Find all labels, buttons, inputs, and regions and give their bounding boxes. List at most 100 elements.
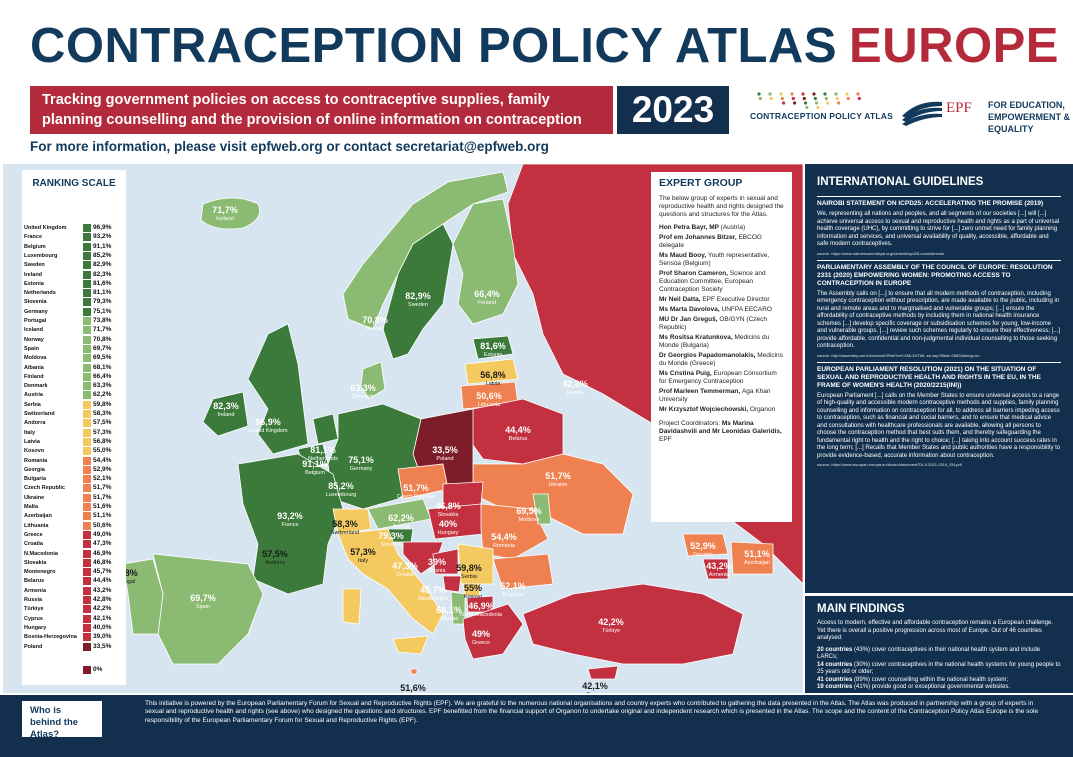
ranking-row: Belarus 44,4%: [22, 577, 126, 586]
map-label-country: Belgium: [305, 470, 325, 476]
map-label-value: 33,5%: [432, 445, 458, 455]
website-link[interactable]: epfweb.org: [250, 139, 323, 154]
ranking-swatch: [83, 484, 91, 493]
ranking-swatch: [83, 344, 91, 353]
ranking-swatch: [83, 558, 91, 567]
guideline-title: EUROPEAN PARLIAMENT RESOLUTION (2021) ON…: [817, 361, 1061, 390]
ranking-value: 33,5%: [93, 642, 112, 650]
ranking-row: Ukraine 51,7%: [22, 493, 126, 502]
map-label-azerbaijan: 51,1% Azerbaijan: [744, 550, 770, 568]
ranking-country: Türkiye: [24, 606, 44, 613]
country-kosovo: [462, 583, 482, 597]
ranking-country: Bulgaria: [24, 476, 47, 483]
map-label-value: 46,8%: [435, 501, 461, 511]
map-label-value: 63,3%: [350, 383, 376, 393]
map-label-north-macedonia: 46,9% North Macedonia: [460, 602, 502, 620]
map-label-value: 51,6%: [400, 683, 426, 693]
ranking-row: Norway 70,8%: [22, 335, 126, 344]
finding-item: 19 countries (41%) provide good or excep…: [817, 684, 1011, 690]
ranking-value: 59,8%: [93, 400, 112, 408]
map-label-luxembourg: 85,2% Luxembourg: [326, 482, 357, 500]
ranking-value: 91,1%: [93, 242, 112, 250]
ranking-value: 73,8%: [93, 317, 112, 324]
ranking-row: Czech Republic 51,7%: [22, 484, 126, 493]
ranking-swatch: [83, 605, 91, 614]
map-label-country: Bulgaria: [502, 592, 524, 598]
map-label-romania: 54,4% Romania: [491, 533, 517, 551]
email-link[interactable]: secretariat@epfweb.org: [395, 139, 549, 154]
ranking-swatch: [83, 512, 91, 521]
map-label-montenegro: 45,7% Montenegro: [418, 586, 447, 604]
country-cyprus: [587, 665, 619, 680]
ranking-row: Moldova 69,5%: [22, 354, 126, 363]
ranking-swatch: [83, 326, 91, 335]
cpa-logo-text: CONTRACEPTION POLICY ATLAS: [750, 111, 893, 121]
ranking-value: 40,0%: [93, 623, 112, 631]
expert-group-intro: The below group of experts in sexual and…: [659, 195, 784, 218]
ranking-swatch: [83, 596, 91, 604]
ranking-row: Austria 62,2%: [22, 391, 126, 400]
ranking-swatch: [83, 540, 91, 549]
map-label-country: Spain: [195, 604, 211, 610]
ranking-value: 82,3%: [93, 270, 112, 278]
ranking-row: Serbia 59,8%: [22, 400, 126, 409]
map-label-value: 62,2%: [388, 513, 414, 523]
main-findings-panel: MAIN FINDINGS Access to modern, effectiv…: [805, 594, 1073, 693]
ranking-value: 42,2%: [93, 605, 112, 613]
map-label-country: Türkiye: [601, 628, 621, 634]
map-label-kosovo: 55% Kosovo: [464, 584, 482, 602]
ranking-country: France: [24, 234, 43, 241]
map-label-t-rkiye: 42,2% Türkiye: [598, 618, 624, 636]
map-label-estonia: 81,6% Estonia: [480, 342, 506, 360]
country-finland: [452, 198, 519, 325]
ranking-row: France 93,2%: [22, 233, 126, 242]
ranking-swatch: [83, 410, 91, 418]
ranking-value: 54,4%: [93, 456, 112, 464]
map-label-belgium: 91,1% Belgium: [302, 460, 328, 478]
country-portugal: [122, 558, 164, 635]
ranking-row: Azerbaijan 51,1%: [22, 512, 126, 521]
country-uk: [247, 323, 309, 455]
finding-item: 14 countries (30%) cover contraceptives …: [817, 661, 1061, 676]
guideline-block: NAIROBI STATEMENT ON ICPD25: ACCELERATIN…: [817, 196, 1061, 256]
ranking-row: Greece 49,0%: [22, 530, 126, 539]
ranking-country: Belgium: [24, 243, 46, 250]
map-label-country: Albania: [439, 616, 459, 622]
ranking-swatch: [83, 642, 91, 651]
map-label-serbia: 59,8% Serbia: [456, 564, 482, 582]
ranking-country: Belarus: [24, 578, 45, 585]
ranking-swatch: [83, 335, 91, 344]
ranking-swatch: [83, 224, 91, 232]
country-armenia: [702, 558, 729, 580]
ranking-value: 69,7%: [93, 344, 112, 352]
country-bulgaria: [492, 553, 554, 590]
country-netherlands: [312, 413, 339, 445]
ranking-value: 42,8%: [93, 596, 112, 603]
map-label-country: Serbia: [461, 574, 477, 580]
guideline-text: The Assembly calls on [...] to ensure th…: [817, 290, 1061, 350]
ranking-value: 51,6%: [93, 503, 112, 510]
map-label-georgia: 52,9% Georgia: [690, 542, 716, 560]
ranking-country: Ireland: [24, 271, 43, 278]
ranking-value: 75,1%: [93, 307, 112, 315]
more-info-prefix: For more information, please visit: [30, 139, 247, 154]
ranking-value: 85,2%: [93, 251, 112, 259]
expert-coordinators: Project Coordinators: Ms Marina Davidash…: [659, 420, 782, 443]
map-label-country: Ireland: [217, 412, 235, 418]
ranking-country: Russia: [24, 597, 43, 603]
map-label-country: Slovakia: [437, 512, 459, 518]
map-label-value: 40%: [438, 519, 458, 529]
ranking-row: Andorra 57,5%: [22, 419, 126, 428]
map-label-sweden: 82,9% Sweden: [405, 292, 431, 310]
ranking-country: Kosovo: [24, 448, 45, 455]
ranking-value: 42,1%: [93, 614, 112, 622]
map-label-value: 91,1%: [302, 459, 328, 469]
ranking-country: Montenegro: [24, 569, 56, 576]
map-label-value: 82,9%: [405, 291, 431, 301]
ranking-country: Cyprus: [24, 615, 43, 622]
map-label-value: 66,4%: [474, 289, 500, 299]
map-label-united-kingdom: 96,9% United Kingdom: [248, 418, 287, 436]
map-label-value: 71,7%: [212, 205, 238, 215]
map-label-country: Hungary: [437, 530, 459, 536]
ranking-value: 70,8%: [93, 335, 112, 343]
